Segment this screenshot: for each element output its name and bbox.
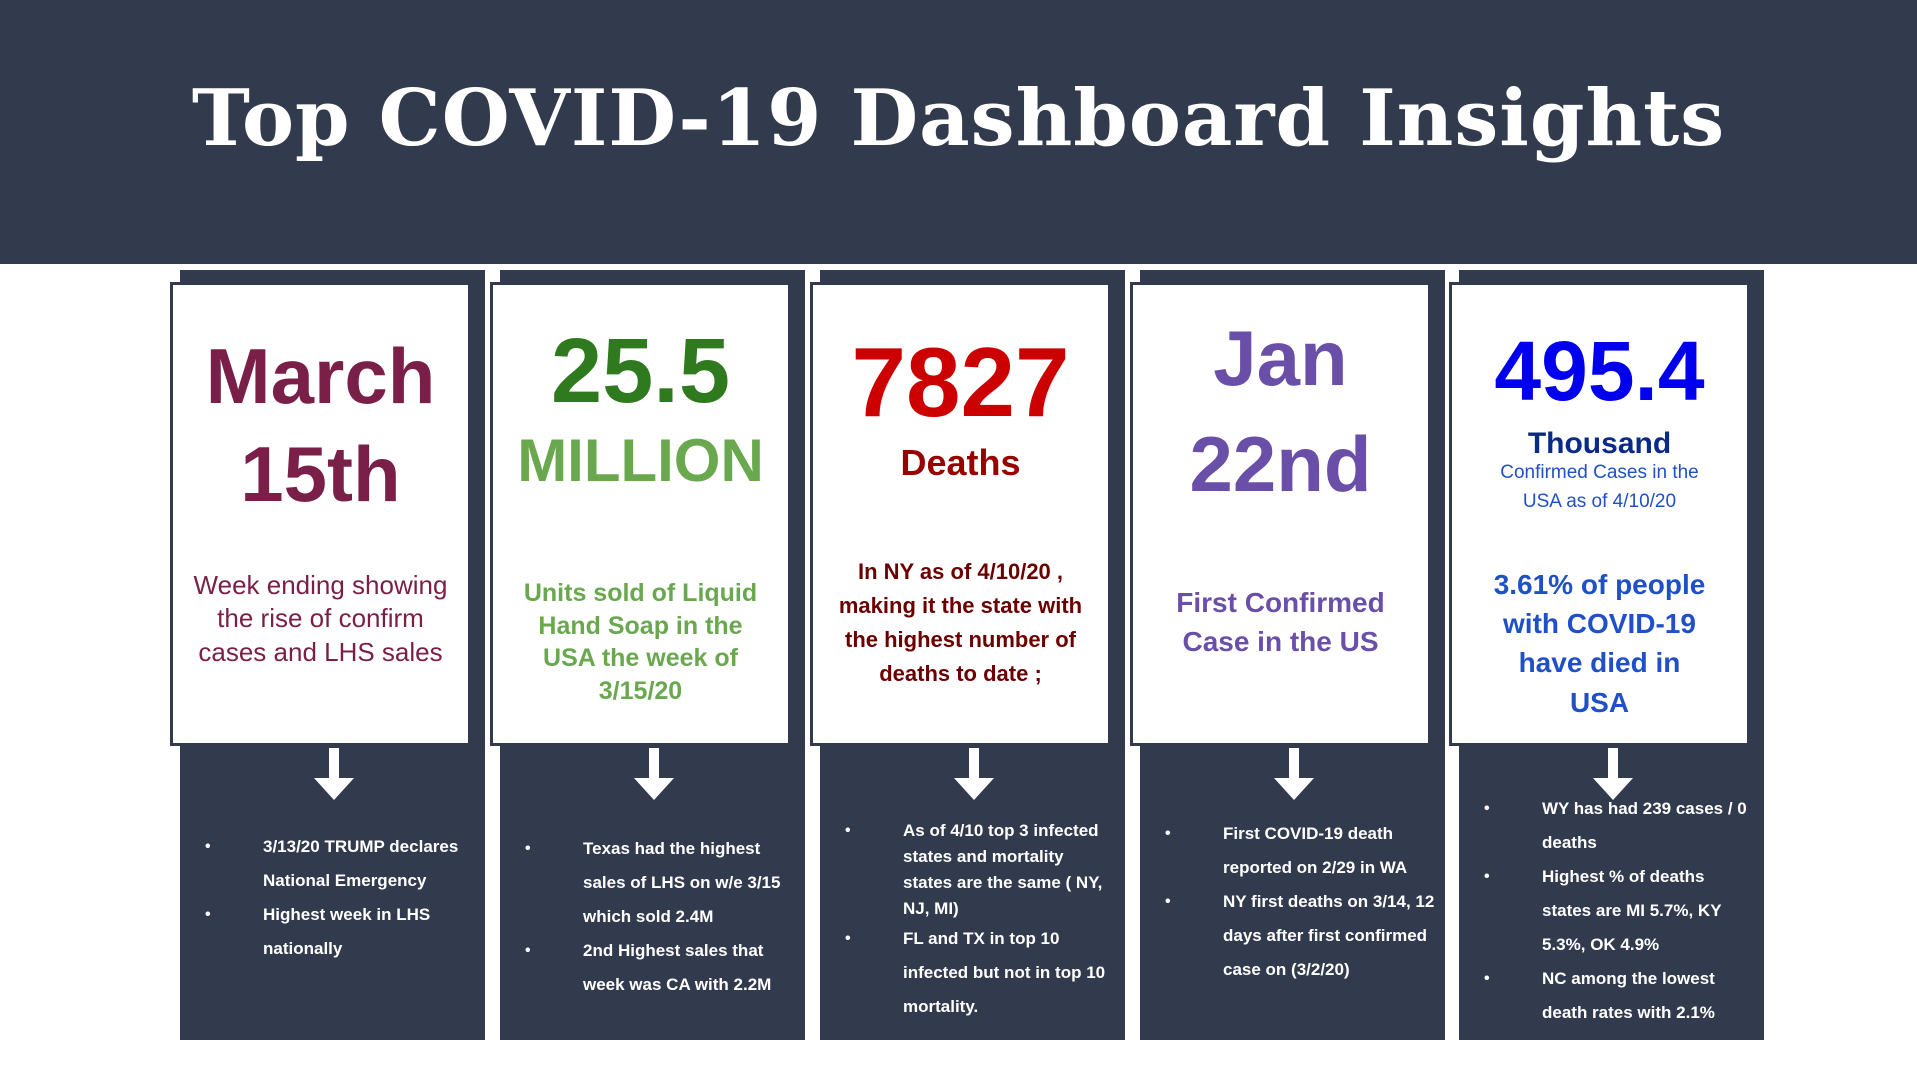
card-description: In NY as of 4/10/20 , making it the stat… [838, 559, 1083, 687]
list-item: First COVID-19 death reported on 2/29 in… [1165, 817, 1435, 885]
arrow-down-icon [1274, 748, 1314, 800]
header-banner: Top COVID-19 Dashboard Insights [0, 0, 1917, 264]
insight-card: 495.4 Thousand Confirmed Cases in the US… [1449, 282, 1750, 746]
bullet-list: First COVID-19 death reported on 2/29 in… [1165, 817, 1435, 987]
list-item: Highest % of deaths states are MI 5.7%, … [1484, 860, 1754, 962]
headline-unit: Deaths [900, 442, 1021, 483]
bullet-list: As of 4/10 top 3 infected states and mor… [845, 818, 1115, 1024]
list-item: 3/13/20 TRUMP declares National Emergenc… [205, 830, 475, 898]
card-description: 3.61% of people with COVID-19 have died … [1493, 569, 1706, 718]
insight-column-soap: 25.5 MILLION Units sold of Liquid Hand S… [490, 270, 805, 1040]
insight-card: Jan 22nd First Confirmed Case in the US [1130, 282, 1431, 746]
card-description: First Confirmed Case in the US [1176, 587, 1385, 658]
headline-line1: Jan [1213, 314, 1348, 402]
headline-line2: 15th [240, 430, 401, 518]
card-subtitle: Confirmed Cases in the USA as of 4/10/20 [1500, 462, 1699, 512]
bullet-list: WY has had 239 cases / 0 deaths Highest … [1484, 792, 1754, 1030]
list-item: NC among the lowest death rates with 2.1… [1484, 962, 1754, 1030]
arrow-down-icon [634, 748, 674, 800]
bullet-list: 3/13/20 TRUMP declares National Emergenc… [205, 830, 475, 966]
insight-column-deaths: 7827 Deaths In NY as of 4/10/20 , making… [810, 270, 1125, 1040]
list-item: 2nd Highest sales that week was CA with … [525, 934, 795, 1002]
insight-column-cases: 495.4 Thousand Confirmed Cases in the US… [1449, 270, 1764, 1040]
headline-number: 7827 [851, 327, 1070, 437]
card-description: Week ending showing the rise of confirm … [193, 570, 448, 667]
arrow-down-icon [954, 748, 994, 800]
headline-number: 25.5 [550, 320, 731, 422]
insight-column-march: March 15th Week ending showing the rise … [170, 270, 485, 1040]
arrow-down-icon [314, 748, 354, 800]
headline-unit: MILLION [517, 427, 764, 494]
bullet-list: Texas had the highest sales of LHS on w/… [525, 832, 795, 1002]
headline-unit: Thousand [1527, 427, 1672, 460]
list-item: NY first deaths on 3/14, 12 days after f… [1165, 885, 1435, 987]
insight-card: March 15th Week ending showing the rise … [170, 282, 471, 746]
list-item: WY has had 239 cases / 0 deaths [1484, 792, 1754, 860]
list-item: As of 4/10 top 3 infected states and mor… [845, 818, 1115, 922]
insight-card: 25.5 MILLION Units sold of Liquid Hand S… [490, 282, 791, 746]
list-item: FL and TX in top 10 infected but not in … [845, 922, 1115, 1024]
headline-line2: 22nd [1189, 420, 1372, 508]
insight-card: 7827 Deaths In NY as of 4/10/20 , making… [810, 282, 1111, 746]
arrow-down-icon [1593, 748, 1633, 800]
headline-number: 495.4 [1494, 324, 1705, 418]
headline-line1: March [205, 332, 436, 420]
list-item: Highest week in LHS nationally [205, 898, 475, 966]
page-title: Top COVID-19 Dashboard Insights [191, 73, 1726, 164]
card-description: Units sold of Liquid Hand Soap in the US… [523, 579, 758, 705]
list-item: Texas had the highest sales of LHS on w/… [525, 832, 795, 934]
insight-column-first-case: Jan 22nd First Confirmed Case in the US … [1130, 270, 1445, 1040]
